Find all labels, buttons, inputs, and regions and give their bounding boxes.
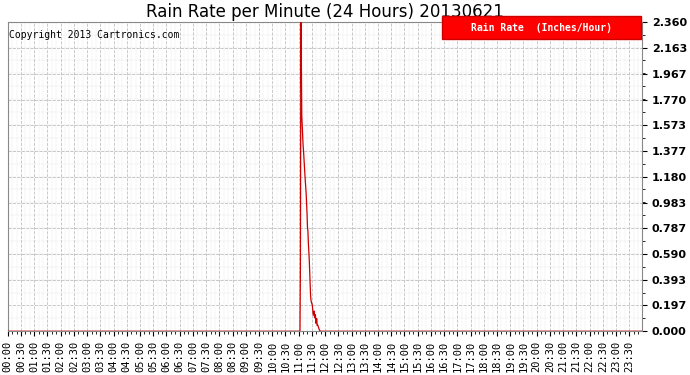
FancyBboxPatch shape bbox=[442, 16, 641, 39]
Text: Rain Rate  (Inches/Hour): Rain Rate (Inches/Hour) bbox=[471, 23, 612, 33]
Title: Rain Rate per Minute (24 Hours) 20130621: Rain Rate per Minute (24 Hours) 20130621 bbox=[146, 3, 504, 21]
Text: Copyright 2013 Cartronics.com: Copyright 2013 Cartronics.com bbox=[9, 30, 179, 40]
